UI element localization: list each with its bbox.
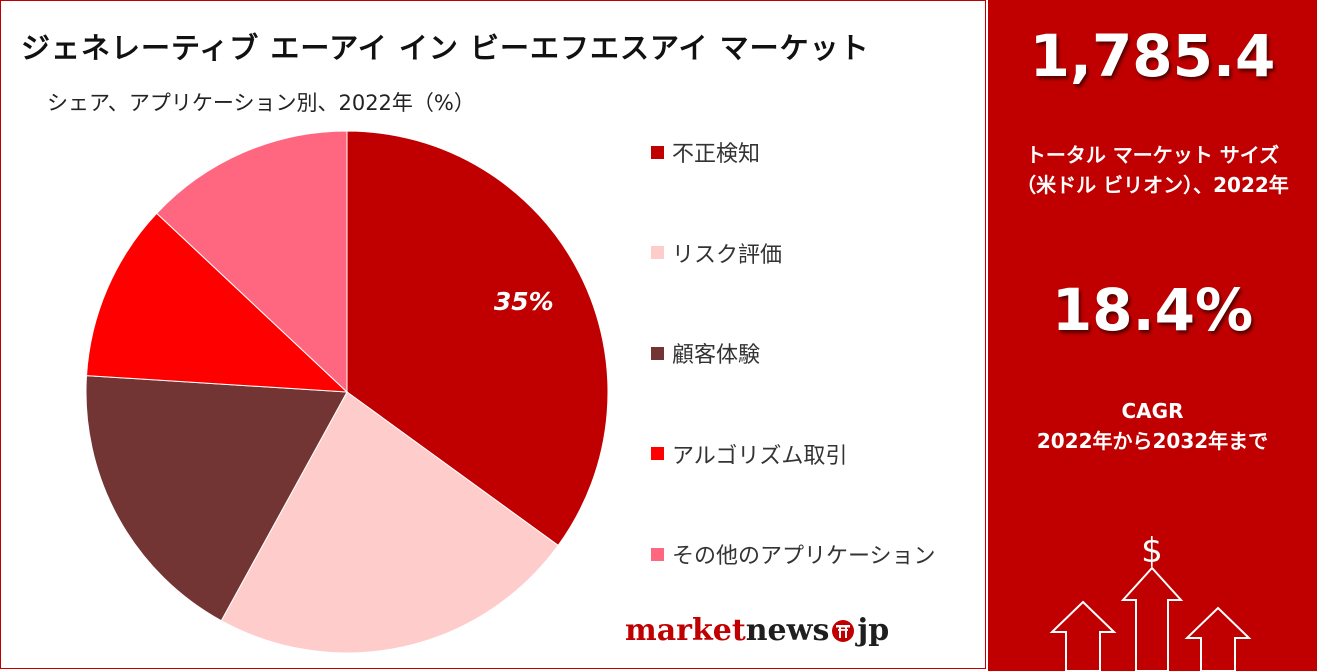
legend-item: 顧客体験 [651,338,760,368]
legend-item: その他のアプリケーション [651,539,936,569]
legend-swatch [651,547,664,561]
pie-data-label: 35% [494,287,554,316]
chart-subtitle: シェア、アプリケーション別、2022年（%） [47,91,475,115]
marketnews-logo: market news jp [625,613,889,648]
legend-item: リスク評価 [651,238,782,268]
legend-label: 顧客体験 [672,343,761,368]
legend-label: アルゴリズム取引 [672,443,848,469]
chart-title: ジェネレーティブ エーアイ イン ビーエフエスアイ マーケット [21,31,870,65]
pie-slice-2 [220,391,559,654]
cagr-label-line1: CAGR [1121,399,1184,423]
legend-item: 不正検知 [651,137,760,167]
torii-gate-icon [832,619,855,642]
arrow-up-left-icon [1049,600,1117,671]
legend-label: その他のアプリケーション [672,544,936,569]
arrow-up-center-icon [1120,566,1184,671]
market-size-label: トータル マーケット サイズ （米ドル ビリオン）、2022年 [988,140,1317,200]
dollar-sign-icon: $ [1141,531,1163,571]
pie-slice-1 [346,130,609,547]
logo-text-market: market [625,613,746,648]
legend-label: 不正検知 [672,142,761,167]
cagr-value: 18.4% [1051,276,1254,344]
logo-text-jp: jp [857,613,890,648]
arrow-up-right-icon [1184,606,1252,671]
pie-slice-3 [85,375,348,622]
logo-text-news: news [745,613,830,648]
market-size-label-line2: （米ドル ビリオン）、2022年 [1016,173,1289,197]
market-size-value: 1,785.4 [1029,22,1276,90]
growth-arrows-graphic: $ [1049,531,1252,671]
pie-chart: 35% [85,130,609,654]
legend-item: アルゴリズム取引 [651,439,847,469]
legend-swatch [651,246,664,259]
pie-slice-4 [85,212,349,393]
cagr-label: CAGR 2022年から2032年まで [988,396,1317,456]
market-size-label-line1: トータル マーケット サイズ [1025,143,1280,167]
legend-swatch [651,447,664,460]
stats-panel: 1,785.4 トータル マーケット サイズ （米ドル ビリオン）、2022年 … [988,0,1317,671]
chart-panel: ジェネレーティブ エーアイ イン ビーエフエスアイ マーケット シェア、アプリケ… [0,0,986,669]
legend-swatch [651,346,664,360]
legend-label: リスク評価 [672,242,783,268]
legend-swatch [651,145,664,159]
cagr-label-line2: 2022年から2032年まで [1036,429,1269,453]
pie-slice-5 [156,130,348,394]
